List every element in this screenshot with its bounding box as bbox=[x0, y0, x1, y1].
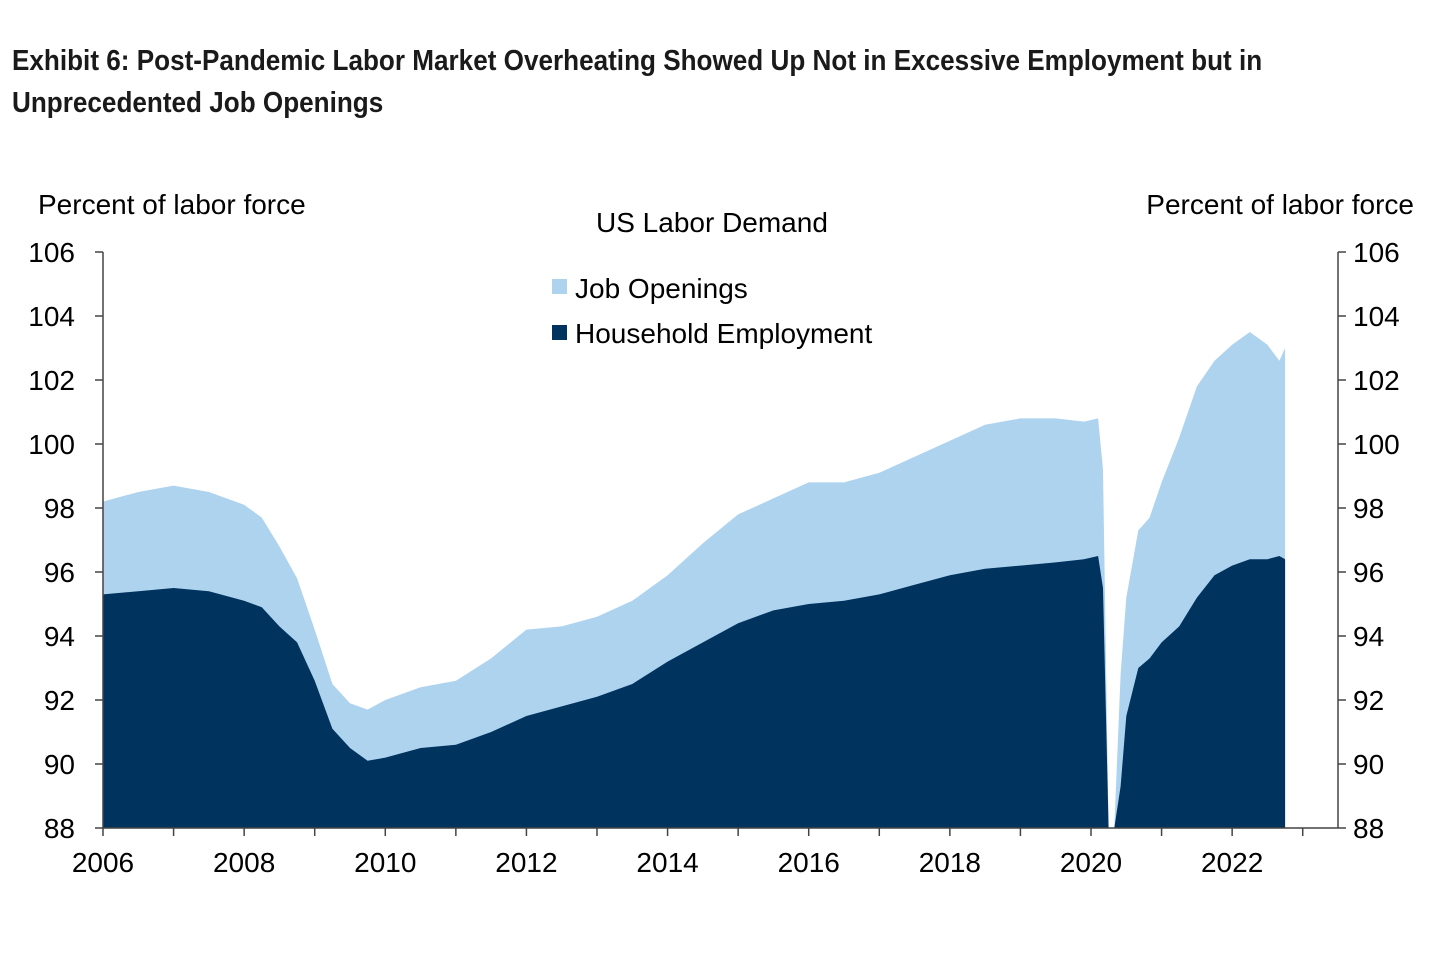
left-axis-label: Percent of labor force bbox=[38, 189, 306, 220]
axes: 88 88 90 90 92 92 94 94 96 96 98 98 100 100 102 102 104 1… bbox=[28, 237, 1399, 878]
x-tick-label: 2008 bbox=[213, 847, 275, 878]
y-tick-label-right: 106 bbox=[1353, 237, 1400, 268]
y-tick-label-right: 102 bbox=[1353, 365, 1400, 396]
x-tick-label: 2020 bbox=[1060, 847, 1122, 878]
x-tick-label: 2006 bbox=[72, 847, 134, 878]
y-tick-label-right: 104 bbox=[1353, 301, 1400, 332]
legend: Job Openings Household Employment bbox=[552, 273, 872, 349]
y-tick-label-left: 98 bbox=[44, 493, 75, 524]
y-tick-label-right: 92 bbox=[1353, 685, 1384, 716]
legend-swatch-household-employment bbox=[552, 325, 567, 340]
y-tick-label-right: 100 bbox=[1353, 429, 1400, 460]
legend-label-job-openings: Job Openings bbox=[575, 273, 748, 304]
x-tick-label: 2010 bbox=[354, 847, 416, 878]
y-tick-label-left: 92 bbox=[44, 685, 75, 716]
legend-label-household-employment: Household Employment bbox=[575, 318, 872, 349]
x-tick-label: 2012 bbox=[495, 847, 557, 878]
y-tick-label-left: 102 bbox=[28, 365, 75, 396]
right-axis-label: Percent of labor force bbox=[1146, 189, 1414, 220]
legend-swatch-job-openings bbox=[552, 279, 567, 294]
y-tick-label-left: 104 bbox=[28, 301, 75, 332]
y-tick-label-right: 98 bbox=[1353, 493, 1384, 524]
y-tick-label-right: 94 bbox=[1353, 621, 1384, 652]
plot-areas bbox=[103, 332, 1286, 828]
y-tick-label-left: 106 bbox=[28, 237, 75, 268]
y-tick-label-right: 96 bbox=[1353, 557, 1384, 588]
y-tick-label-right: 90 bbox=[1353, 749, 1384, 780]
x-tick-label: 2016 bbox=[778, 847, 840, 878]
y-tick-label-right: 88 bbox=[1353, 813, 1384, 844]
household-employment-area bbox=[103, 556, 1286, 828]
y-tick-label-left: 94 bbox=[44, 621, 75, 652]
x-tick-label: 2014 bbox=[636, 847, 698, 878]
x-tick-label: 2018 bbox=[919, 847, 981, 878]
exhibit-title: Exhibit 6: Post-Pandemic Labor Market Ov… bbox=[12, 45, 1263, 119]
y-tick-label-left: 100 bbox=[28, 429, 75, 460]
y-tick-label-left: 96 bbox=[44, 557, 75, 588]
y-tick-label-left: 90 bbox=[44, 749, 75, 780]
chart-subtitle: US Labor Demand bbox=[596, 207, 828, 238]
x-tick-label: 2022 bbox=[1201, 847, 1263, 878]
y-tick-label-left: 88 bbox=[44, 813, 75, 844]
